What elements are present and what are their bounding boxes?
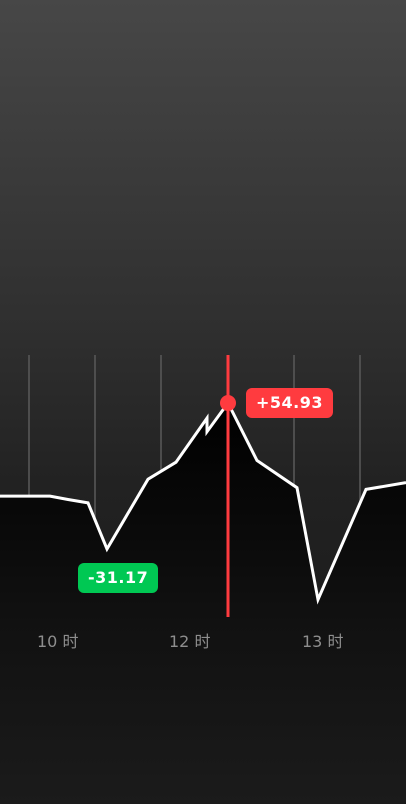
- scrub-cursor-dot[interactable]: [220, 395, 236, 411]
- x-tick-label: 13 时: [302, 632, 343, 651]
- high-value-badge: +54.93: [246, 388, 333, 418]
- price-area: [0, 403, 406, 804]
- low-value-badge: -31.17: [78, 563, 158, 593]
- x-tick-label: 12 时: [169, 632, 210, 651]
- x-tick-label: 10 时: [37, 632, 78, 651]
